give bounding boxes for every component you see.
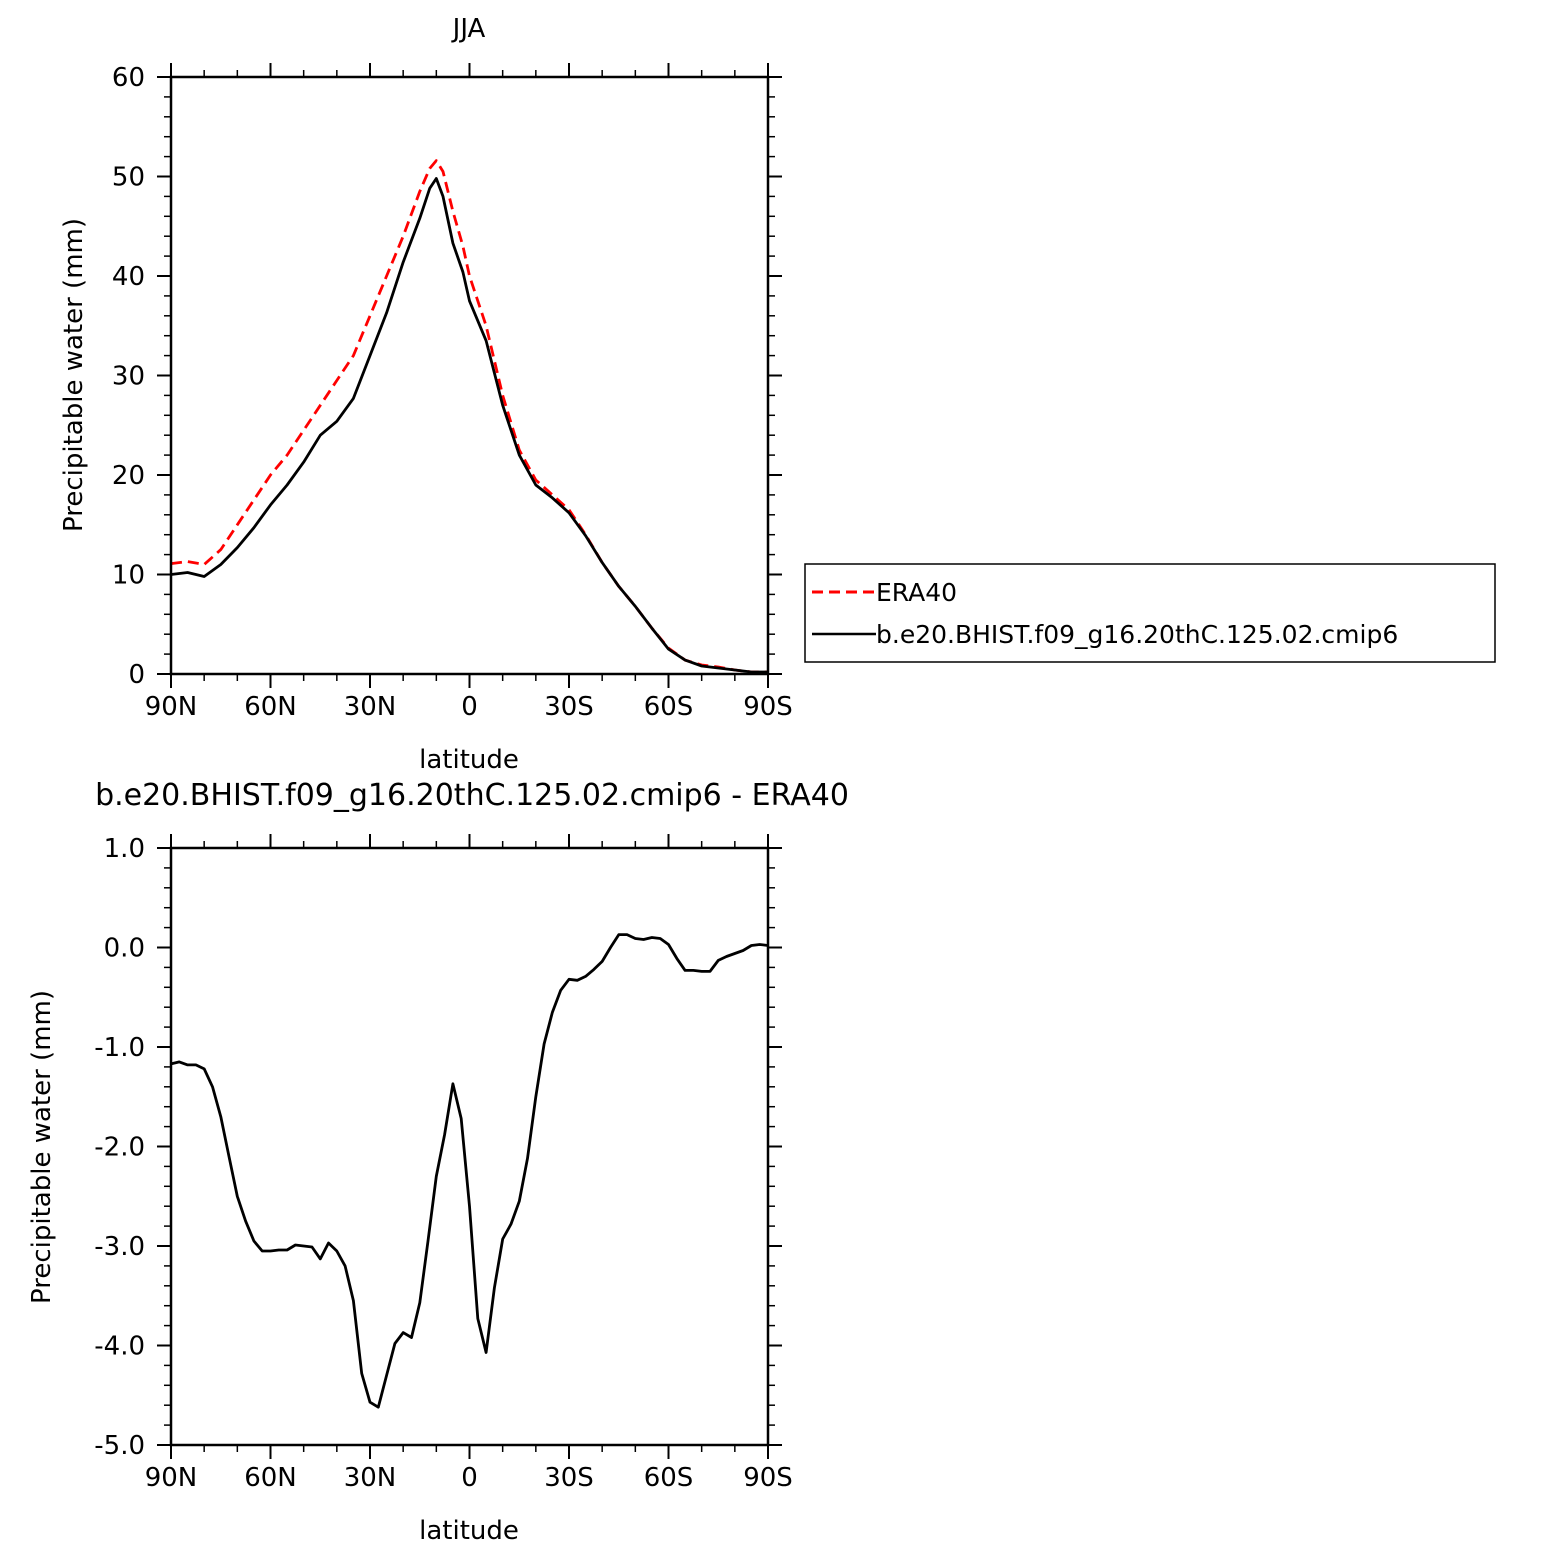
bottom-y-tick-label: -4.0 <box>94 1332 145 1362</box>
legend-box <box>804 563 1496 663</box>
bottom-y-axis-label: Precipitable water (mm) <box>27 990 57 1304</box>
bottom-ticks: 90N 60N 30N 0 30S 60S 90S 1.0 0.0 -1.0 -2.0 -3.0 -4.… <box>94 834 793 1493</box>
top-chart-title: JJA <box>451 14 486 44</box>
top-x-axis-label: latitude <box>419 745 519 775</box>
top-x-tick-label: 0 <box>461 692 478 722</box>
top-series-line-model <box>170 177 768 674</box>
top-plot-frame <box>169 75 770 676</box>
bottom-x-tick-label: 0 <box>461 1463 478 1493</box>
bottom-y-tick-label: -5.0 <box>94 1431 145 1461</box>
bottom-x-tick-label: 60S <box>644 1463 694 1493</box>
top-y-axis-label: Precipitable water (mm) <box>59 218 89 532</box>
bottom-series-lines <box>170 933 769 1409</box>
legend: ERA40 b.e20.BHIST.f09_g16.20thC.125.02.c… <box>804 563 1496 663</box>
bottom-y-tick-label: -1.0 <box>94 1033 145 1063</box>
bottom-x-axis-label: latitude <box>419 1516 519 1546</box>
bottom-x-tick-label: 30N <box>344 1463 397 1493</box>
bottom-chart-title: b.e20.BHIST.f09_g16.20thC.125.02.cmip6 -… <box>95 778 849 813</box>
top-series-line-era40 <box>170 159 768 674</box>
top-y-tick-label: 0 <box>128 660 145 690</box>
top-y-tick-label: 10 <box>112 561 145 591</box>
bottom-panel: b.e20.BHIST.f09_g16.20thC.125.02.cmip6 -… <box>27 778 849 1546</box>
bottom-y-tick-label: -3.0 <box>94 1232 145 1262</box>
bottom-x-tick-label: 90N <box>145 1463 198 1493</box>
top-x-tick-label: 60N <box>244 692 297 722</box>
bottom-x-tick-label: 90S <box>743 1463 793 1493</box>
top-x-tick-label: 30N <box>344 692 397 722</box>
bottom-x-tick-label: 60N <box>244 1463 297 1493</box>
top-y-tick-label: 30 <box>112 362 145 392</box>
top-x-tick-label: 90N <box>145 692 198 722</box>
bottom-y-tick-label: -2.0 <box>94 1133 145 1163</box>
top-y-tick-label: 40 <box>112 262 145 292</box>
top-x-tick-label: 90S <box>743 692 793 722</box>
bottom-plot-frame <box>169 846 770 1447</box>
top-ticks: 90N 60N 30N 0 30S 60S 90S 0 10 20 30 40 50 60 <box>112 63 793 722</box>
top-panel: JJA Precipitable water (mm) latitude 90N… <box>59 14 793 775</box>
top-y-tick-label: 60 <box>112 63 145 93</box>
bottom-y-tick-label: 1.0 <box>104 834 145 864</box>
top-y-tick-label: 20 <box>112 461 145 491</box>
bottom-x-tick-label: 30S <box>544 1463 594 1493</box>
bottom-y-tick-label: 0.0 <box>104 934 145 964</box>
top-series-lines <box>170 159 768 674</box>
top-x-tick-label: 30S <box>544 692 594 722</box>
legend-entry-model: b.e20.BHIST.f09_g16.20thC.125.02.cmip6 <box>876 620 1398 649</box>
bottom-series-line-difference <box>170 933 769 1409</box>
top-x-tick-label: 60S <box>644 692 694 722</box>
legend-entry-era40: ERA40 <box>876 578 957 607</box>
top-y-tick-label: 50 <box>112 163 145 193</box>
